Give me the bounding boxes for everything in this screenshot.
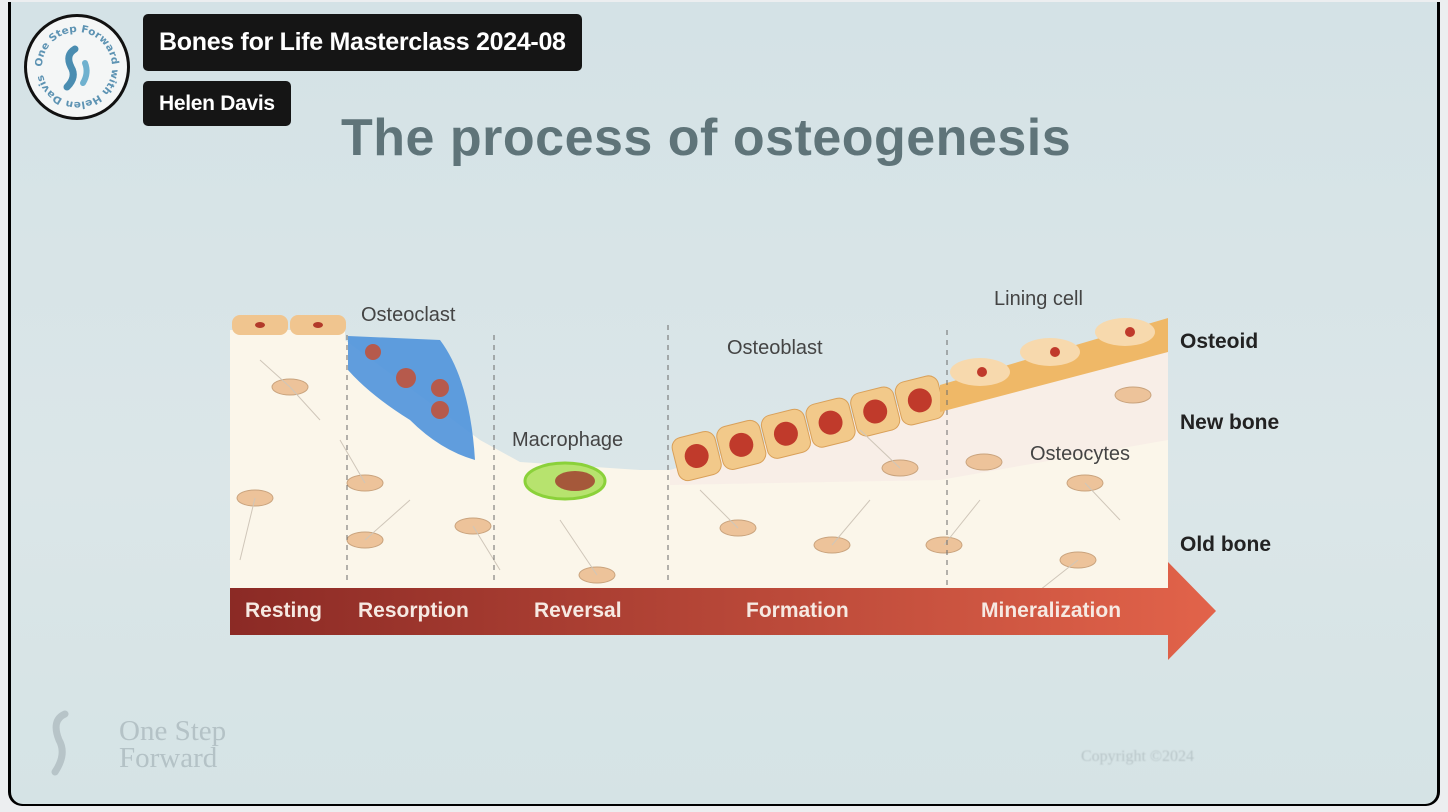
watermark-line-1: One Step bbox=[119, 715, 227, 747]
phase-resorption: Resorption bbox=[358, 599, 469, 622]
osteoclast-cell bbox=[348, 336, 475, 460]
slide-watermark: One Step Forward bbox=[119, 715, 227, 774]
video-player[interactable]: The process of osteogenesis Osteoclast M… bbox=[8, 2, 1440, 806]
video-frame: The process of osteogenesis Osteoclast M… bbox=[11, 2, 1437, 804]
macrophage-nucleus bbox=[555, 471, 595, 491]
osteoid-label: Osteoid bbox=[1180, 330, 1259, 353]
channel-logo-graphic: One Step Forward with Helen Davis bbox=[34, 24, 120, 110]
osteoblast-label: Osteoblast bbox=[727, 337, 823, 359]
slide-title: The process of osteogenesis bbox=[341, 109, 1072, 167]
channel-logo-text-path: One Step Forward with Helen Davis bbox=[34, 24, 120, 110]
new-bone-label: New bone bbox=[1180, 411, 1280, 434]
osteoclast-label: Osteoclast bbox=[361, 304, 456, 326]
copyright-text: Copyright ©2024 bbox=[1081, 748, 1195, 765]
osteocytes-label: Osteocytes bbox=[1030, 443, 1131, 465]
phase-mineralization: Mineralization bbox=[981, 599, 1122, 622]
phase-dividers bbox=[346, 325, 948, 585]
old-bone-label: Old bone bbox=[1180, 533, 1271, 556]
video-title[interactable]: Bones for Life Masterclass 2024-08 bbox=[143, 14, 582, 71]
osteoclast-nuclei bbox=[365, 344, 449, 419]
lining-cell-nuclei bbox=[977, 327, 1135, 377]
footprint-logo-icon bbox=[63, 45, 90, 91]
resting-lining-cells bbox=[232, 315, 346, 335]
phase-reversal: Reversal bbox=[534, 599, 622, 622]
video-author[interactable]: Helen Davis bbox=[143, 81, 291, 126]
macrophage-label: Macrophage bbox=[512, 429, 624, 451]
osteogenesis-diagram bbox=[230, 315, 1216, 660]
phase-formation: Formation bbox=[746, 599, 849, 622]
phase-arrow bbox=[230, 562, 1216, 660]
channel-logo-text: One Step Forward with Helen Davis bbox=[34, 24, 120, 110]
osteocyte-processes bbox=[239, 359, 1121, 591]
osteoblast-cells bbox=[671, 375, 945, 482]
watermark-line-2: Forward bbox=[119, 742, 218, 774]
channel-logo[interactable]: One Step Forward with Helen Davis bbox=[24, 14, 130, 120]
footprint-watermark-icon bbox=[51, 710, 69, 776]
phase-resting: Resting bbox=[245, 599, 323, 622]
lining-cell-label: Lining cell bbox=[994, 288, 1083, 310]
